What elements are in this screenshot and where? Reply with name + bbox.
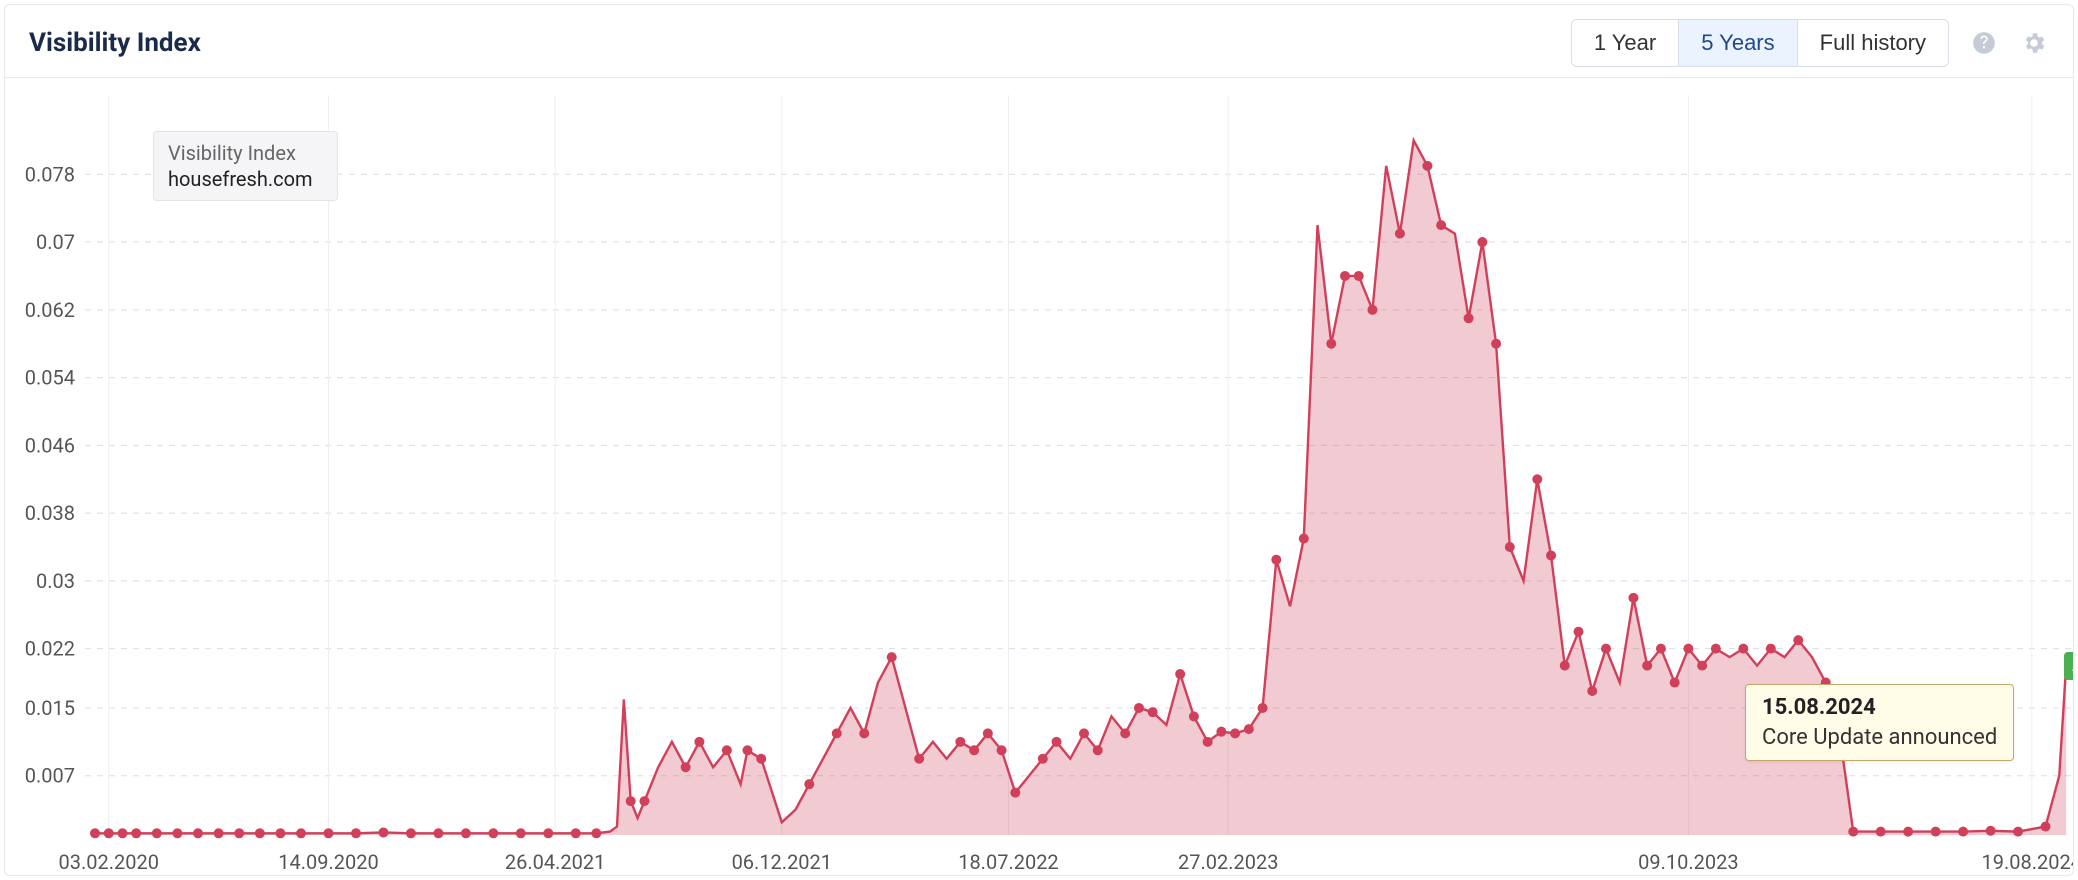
- svg-text:27.02.2023: 27.02.2023: [1178, 850, 1278, 874]
- svg-text:0.015: 0.015: [25, 696, 75, 720]
- annotation-badge[interactable]: A: [2064, 652, 2074, 680]
- card-header: Visibility Index 1 Year 5 Years Full his…: [5, 5, 2073, 78]
- svg-text:0.022: 0.022: [25, 637, 75, 661]
- svg-text:0.038: 0.038: [25, 501, 75, 525]
- svg-text:0.062: 0.062: [25, 298, 75, 322]
- annotation-badge-label: A: [2072, 655, 2074, 676]
- legend-title: Visibility Index: [168, 140, 313, 166]
- annotation-tooltip: 15.08.2024 Core Update announced: [1745, 684, 2014, 761]
- svg-text:18.07.2022: 18.07.2022: [958, 850, 1058, 874]
- svg-text:03.02.2020: 03.02.2020: [59, 850, 159, 874]
- range-1-year[interactable]: 1 Year: [1572, 20, 1679, 66]
- svg-text:0.007: 0.007: [25, 764, 75, 788]
- svg-text:0.03: 0.03: [36, 569, 75, 593]
- card-title: Visibility Index: [29, 28, 201, 58]
- svg-text:14.09.2020: 14.09.2020: [278, 850, 378, 874]
- help-icon[interactable]: [1969, 28, 1999, 58]
- svg-text:19.08.2024: 19.08.2024: [1982, 850, 2074, 874]
- header-controls: 1 Year 5 Years Full history: [1571, 19, 2049, 67]
- gear-icon[interactable]: [2019, 28, 2049, 58]
- chart-area: 0.007 0.015 0.022 0.03 0.038 0.046 0.054 0.062 0…: [5, 75, 2073, 875]
- legend-domain: housefresh.com: [168, 166, 313, 192]
- tooltip-date: 15.08.2024: [1762, 693, 1997, 723]
- svg-text:0.07: 0.07: [36, 230, 75, 254]
- visibility-card: Visibility Index 1 Year 5 Years Full his…: [4, 4, 2074, 876]
- svg-text:0.054: 0.054: [25, 366, 75, 390]
- time-range-group: 1 Year 5 Years Full history: [1571, 19, 1949, 67]
- svg-text:0.046: 0.046: [25, 433, 75, 457]
- range-5-years[interactable]: 5 Years: [1679, 20, 1797, 66]
- svg-text:06.12.2021: 06.12.2021: [732, 850, 832, 874]
- svg-text:09.10.2023: 09.10.2023: [1638, 850, 1738, 874]
- svg-text:0.078: 0.078: [25, 162, 75, 186]
- svg-text:26.04.2021: 26.04.2021: [505, 850, 605, 874]
- range-full-history[interactable]: Full history: [1798, 20, 1948, 66]
- chart-legend: Visibility Index housefresh.com: [153, 131, 338, 201]
- tooltip-text: Core Update announced: [1762, 723, 1997, 753]
